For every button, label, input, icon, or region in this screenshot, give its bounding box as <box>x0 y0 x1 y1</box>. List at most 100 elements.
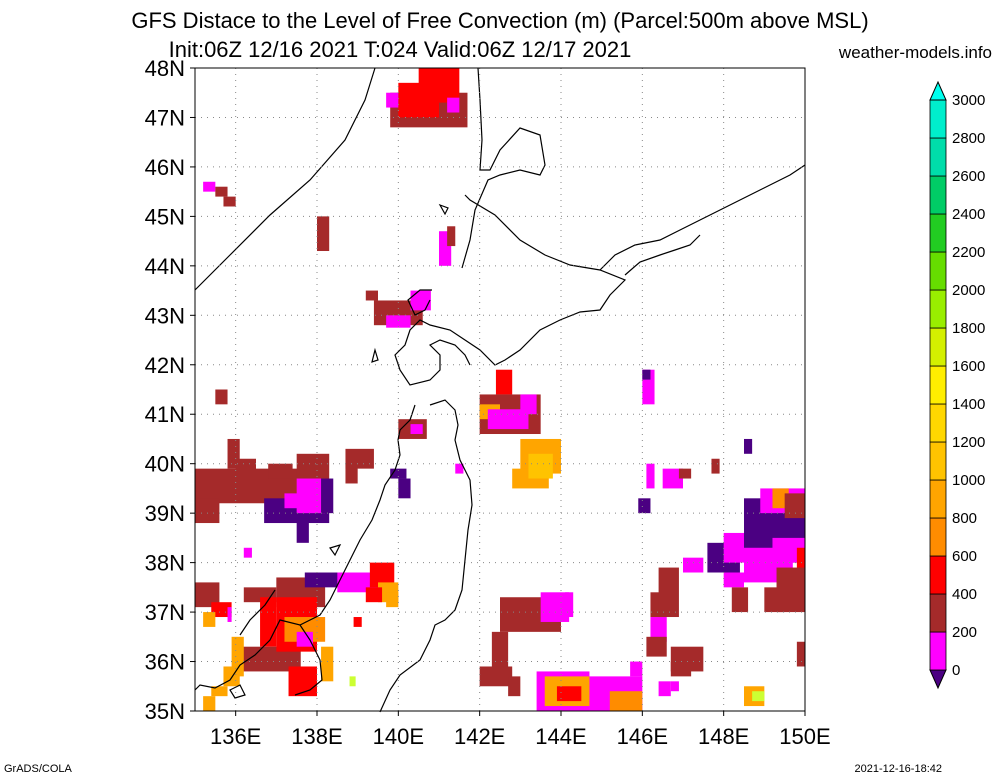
lfc-cell <box>658 567 679 618</box>
colorbar: 0 200 400 600 800 1000 1200 1400 1600 1800 2000 220… <box>929 80 985 690</box>
lfc-cell <box>491 631 509 672</box>
lat-label: 47N <box>145 105 185 130</box>
lfc-cell <box>284 493 301 509</box>
lfc-cell <box>723 572 744 588</box>
lfc-cell <box>398 478 411 499</box>
lfc-cell <box>195 498 220 524</box>
colorbar-label: 1000 <box>952 472 985 489</box>
lfc-cell <box>646 636 667 657</box>
colorbar-segment <box>929 441 947 481</box>
lfc-cell <box>540 592 570 622</box>
lfc-cell <box>223 196 236 207</box>
lfc-cell <box>455 463 464 474</box>
lfc-cell <box>227 607 232 622</box>
lat-label: 41N <box>145 402 185 427</box>
lfc-cell <box>410 424 423 435</box>
lfc-cell <box>365 587 383 603</box>
colorbar-label: 1600 <box>952 358 985 375</box>
lfc-field <box>195 68 805 711</box>
lfc-cell <box>487 409 529 430</box>
lfc-cell <box>565 592 574 618</box>
lfc-cell <box>678 468 692 479</box>
lfc-cell <box>390 468 407 479</box>
coastline <box>194 67 806 713</box>
lfc-cell <box>638 498 651 514</box>
lfc-cell <box>646 463 655 489</box>
colorbar-segment <box>929 631 947 671</box>
colorbar-label: 1400 <box>952 396 985 413</box>
map-frame <box>194 67 806 712</box>
lfc-cell <box>410 290 431 311</box>
lfc-cell <box>296 478 326 514</box>
lon-label: 136E <box>210 724 261 749</box>
colorbar-label: 2800 <box>952 130 985 147</box>
latitude-labels: 48N 47N 46N 45N 44N 43N 42N 41N 40N 39N 38N 37N 36N 3… <box>145 56 195 724</box>
lfc-cell <box>556 686 582 702</box>
lfc-cell <box>260 597 277 647</box>
lfc-cell <box>670 661 692 677</box>
lfc-cell <box>296 518 309 543</box>
colorbar-label: 2200 <box>952 244 985 261</box>
lat-label: 44N <box>145 254 185 279</box>
colorbar-label: 1800 <box>952 320 985 337</box>
lat-label: 37N <box>145 600 185 625</box>
colorbar-segment <box>929 289 947 329</box>
colorbar-segment <box>929 593 947 633</box>
colorbar-label: 200 <box>952 624 977 641</box>
lfc-cell <box>670 681 679 692</box>
lfc-cell <box>288 666 317 697</box>
colorbar-label: 2600 <box>952 168 985 185</box>
lfc-cell <box>662 468 683 489</box>
lfc-cell <box>386 592 399 608</box>
lfc-cell <box>386 315 411 328</box>
lfc-cell <box>386 92 399 108</box>
lat-label: 36N <box>145 650 185 675</box>
lon-label: 148E <box>698 724 749 749</box>
lfc-cell <box>711 458 720 474</box>
chart-title: GFS Distace to the Level of Free Convect… <box>131 8 869 33</box>
colorbar-segment <box>929 175 947 215</box>
colorbar-segment <box>929 555 947 595</box>
lfc-cell <box>345 463 358 484</box>
lfc-cell <box>784 493 805 519</box>
lat-label: 43N <box>145 303 185 328</box>
lon-label: 150E <box>779 724 830 749</box>
colorbar-segment <box>929 479 947 519</box>
lfc-cell <box>528 453 553 479</box>
lat-label: 39N <box>145 501 185 526</box>
site-label: weather-models.info <box>838 43 992 62</box>
colorbar-segment <box>929 365 947 405</box>
lon-label: 146E <box>617 724 668 749</box>
lat-label: 38N <box>145 551 185 576</box>
lfc-cell <box>630 661 643 677</box>
colorbar-label: 800 <box>952 510 977 527</box>
lfc-cell <box>268 463 293 479</box>
lfc-cell <box>203 612 216 627</box>
lfc-cell <box>495 369 513 395</box>
colorbar-segment <box>929 327 947 367</box>
lfc-cell <box>211 686 228 697</box>
lat-label: 46N <box>145 155 185 180</box>
colorbar-label: 2000 <box>952 282 985 299</box>
lfc-cell <box>321 646 334 682</box>
colorbar-segment <box>929 403 947 443</box>
lfc-cell <box>683 557 704 573</box>
lfc-cell <box>796 547 805 578</box>
lfc-cell <box>447 97 460 113</box>
lfc-cell <box>609 691 643 711</box>
lfc-cell <box>203 181 216 192</box>
lfc-cell <box>731 587 749 613</box>
lfc-cell <box>642 369 651 380</box>
lfc-cell <box>796 641 805 667</box>
lfc-cell <box>752 691 765 702</box>
lfc-cell <box>744 438 753 454</box>
lfc-cell <box>418 68 460 103</box>
lon-label: 144E <box>535 724 586 749</box>
chart-subtitle: Init:06Z 12/16 2021 T:024 Valid:06Z 12/1… <box>168 37 632 62</box>
lfc-cell <box>447 226 456 247</box>
lon-label: 142E <box>454 724 505 749</box>
lfc-cell <box>317 216 330 252</box>
footer-left: GrADS/COLA <box>4 763 72 775</box>
lfc-cell <box>520 394 537 415</box>
colorbar-segment <box>929 213 947 253</box>
